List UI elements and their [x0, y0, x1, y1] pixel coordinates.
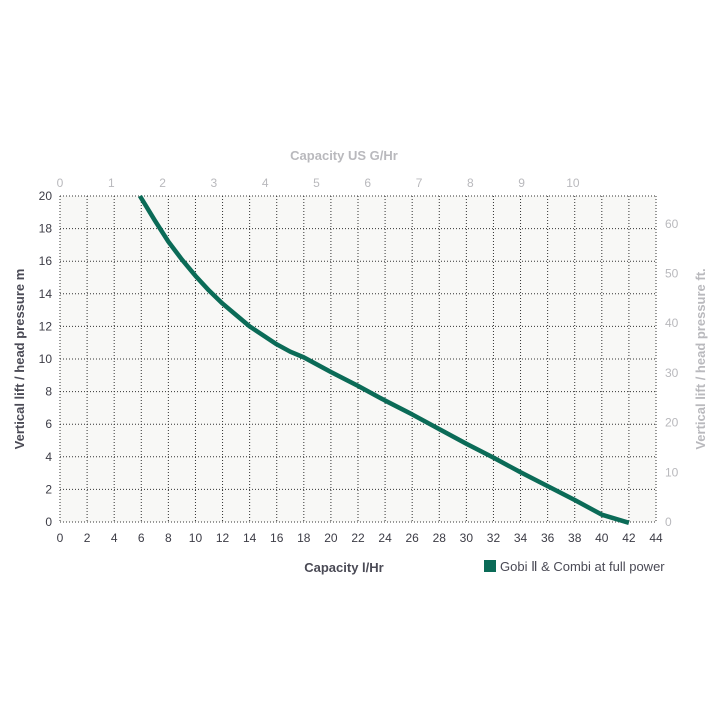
y2-tick-label: 50	[665, 267, 679, 281]
x2-tick-label: 6	[364, 176, 371, 190]
x-tick-label: 4	[111, 531, 118, 545]
y-tick-label: 6	[45, 417, 52, 431]
x2-tick-label: 1	[108, 176, 115, 190]
x2-tick-label: 2	[159, 176, 166, 190]
series-layer	[137, 194, 630, 525]
x-tick-label: 10	[189, 531, 203, 545]
x-tick-label: 26	[406, 531, 420, 545]
x-tick-label: 16	[270, 531, 284, 545]
x-tick-label: 40	[595, 531, 609, 545]
y-tick-label: 18	[39, 222, 53, 236]
y2-tick-label: 30	[665, 366, 679, 380]
legend-swatch	[484, 560, 496, 572]
legend: Gobi Ⅱ & Combi at full power	[484, 559, 665, 574]
x-tick-label: 0	[57, 531, 64, 545]
series-line-0	[137, 194, 630, 525]
y-tick-label: 16	[39, 254, 53, 268]
x-tick-label: 28	[433, 531, 447, 545]
x2-tick-label: 4	[262, 176, 269, 190]
y-tick-label: 2	[45, 482, 52, 496]
x2-tick-label: 5	[313, 176, 320, 190]
x-tick-label: 22	[351, 531, 365, 545]
y-tick-label: 14	[39, 287, 53, 301]
y2-tick-label: 60	[665, 217, 679, 231]
y-tick-label: 10	[39, 352, 53, 366]
x-tick-label: 24	[378, 531, 392, 545]
tick-labels: 0 2 4 6 8 10 12 14 16 18 20 22 24 26 28 30 32 34 36 38 40 42 4…	[39, 176, 679, 545]
x-tick-label: 14	[243, 531, 257, 545]
top-axis-title: Capacity US G/Hr	[290, 148, 398, 163]
x-tick-label: 30	[460, 531, 474, 545]
legend-label: Gobi Ⅱ & Combi at full power	[500, 559, 665, 574]
y-tick-label: 4	[45, 450, 52, 464]
y2-tick-label: 20	[665, 416, 679, 430]
x-tick-label: 8	[165, 531, 172, 545]
x-tick-label: 44	[649, 531, 663, 545]
y-tick-label: 0	[45, 515, 52, 529]
x-tick-label: 36	[541, 531, 555, 545]
left-axis-title: Vertical lift / head pressure m	[12, 269, 27, 450]
x-tick-label: 38	[568, 531, 582, 545]
x-tick-label: 20	[324, 531, 338, 545]
x-tick-label: 32	[487, 531, 501, 545]
x-tick-label: 2	[84, 531, 91, 545]
x2-tick-label: 9	[518, 176, 525, 190]
x2-tick-label: 8	[467, 176, 474, 190]
x2-tick-label: 0	[57, 176, 64, 190]
x-tick-label: 18	[297, 531, 311, 545]
y-tick-label: 20	[39, 189, 53, 203]
x-tick-label: 6	[138, 531, 145, 545]
x-tick-label: 34	[514, 531, 528, 545]
y2-tick-label: 10	[665, 465, 679, 479]
x2-tick-label: 7	[416, 176, 423, 190]
x-tick-label: 12	[216, 531, 230, 545]
x2-tick-label: 10	[566, 176, 580, 190]
y-tick-label: 12	[39, 319, 53, 333]
y2-tick-label: 0	[665, 515, 672, 529]
y2-tick-label: 40	[665, 316, 679, 330]
bottom-axis-title: Capacity l/Hr	[304, 560, 383, 575]
x2-tick-label: 3	[211, 176, 218, 190]
x-tick-label: 42	[622, 531, 636, 545]
y-tick-label: 8	[45, 385, 52, 399]
right-axis-title: Vertical lift / head pressure ft.	[693, 268, 708, 449]
